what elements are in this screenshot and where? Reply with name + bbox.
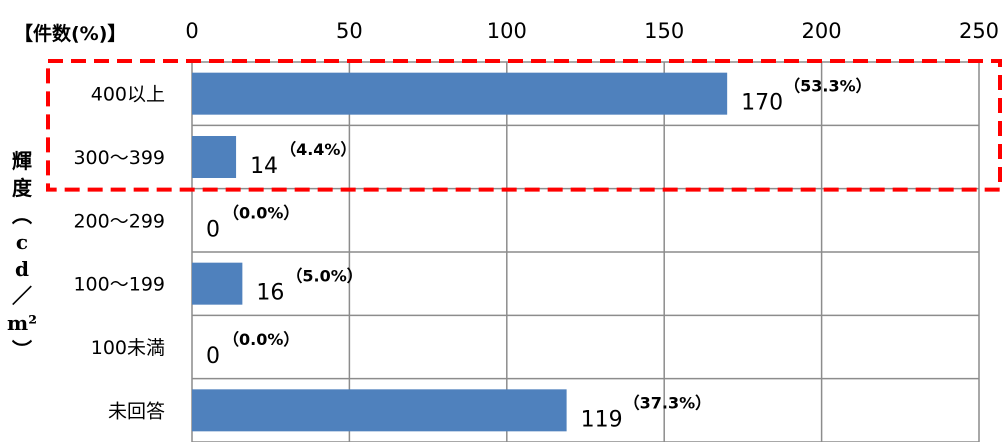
y-axis-label-char: d bbox=[15, 257, 29, 281]
y-axis-label-char: ︶ bbox=[12, 338, 32, 362]
value-label: 16 bbox=[256, 281, 284, 306]
category-label: 300～399 bbox=[73, 147, 165, 169]
category-label: 100未満 bbox=[91, 337, 165, 359]
y-axis-label-char: 度 bbox=[12, 176, 33, 200]
x-tick-label: 50 bbox=[336, 19, 363, 43]
percent-label: （53.3%） bbox=[784, 77, 872, 96]
value-labels: 170（53.3%）14（4.4%）0（0.0%）16（5.0%）0（0.0%）… bbox=[206, 77, 872, 433]
bar bbox=[192, 136, 237, 178]
category-label: 200～299 bbox=[73, 210, 165, 232]
bar bbox=[192, 72, 728, 115]
percent-label: （0.0%） bbox=[223, 330, 299, 349]
bar bbox=[192, 389, 567, 432]
percent-label: （4.4%） bbox=[280, 140, 356, 159]
value-label: 119 bbox=[581, 407, 623, 432]
x-tick-label: 100 bbox=[487, 19, 527, 43]
x-axis-ticks: 0 50 100 150 200 250 bbox=[185, 19, 999, 43]
bars bbox=[192, 72, 728, 432]
highlight-box bbox=[46, 59, 1002, 192]
percent-label: （37.3%） bbox=[624, 393, 712, 412]
y-axis-label: 輝度 ︵ cd ／ m² ︶ bbox=[7, 149, 37, 362]
x-tick-label: 0 bbox=[185, 19, 198, 43]
percent-label: （5.0%） bbox=[286, 267, 362, 286]
value-label: 0 bbox=[206, 217, 220, 242]
category-label: 400以上 bbox=[91, 84, 165, 106]
x-tick-label: 250 bbox=[959, 19, 999, 43]
y-axis-label-char: m² bbox=[7, 311, 37, 335]
percent-label: （0.0%） bbox=[223, 203, 299, 222]
x-tick-label: 150 bbox=[644, 19, 684, 43]
y-axis-label-char: c bbox=[16, 230, 28, 254]
y-axis-label-char: 輝 bbox=[12, 149, 32, 173]
bar bbox=[192, 262, 243, 305]
grid-lines bbox=[191, 61, 980, 442]
category-label: 100～199 bbox=[73, 274, 165, 296]
value-label: 0 bbox=[206, 344, 220, 369]
value-label: 170 bbox=[741, 91, 783, 116]
x-tick-label: 200 bbox=[802, 19, 842, 43]
y-axis-label-char: ／ bbox=[12, 284, 32, 308]
value-label: 14 bbox=[250, 154, 278, 179]
category-label: 未回答 bbox=[108, 400, 165, 422]
y-axis-label-char: ︵ bbox=[12, 203, 32, 227]
chart-title: 【件数(%)】 bbox=[14, 22, 126, 45]
